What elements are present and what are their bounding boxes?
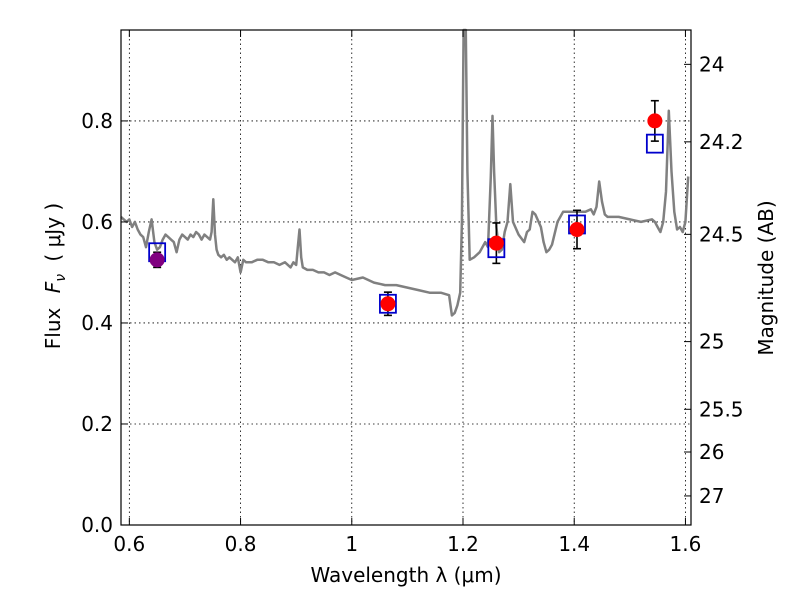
right-axis-tick-label: 24.2 [699,130,744,154]
x-tick-label: 1.4 [558,532,590,556]
observed-flux-point [488,235,504,251]
observed-photometry-markers [149,113,663,312]
observed-flux-point [569,222,585,238]
y-tick-label: 0.4 [81,311,113,335]
x-tick-label: 1.2 [447,532,479,556]
x-tick-label: 1.6 [670,532,702,556]
right-axis-title: Magnitude (AB) [754,200,778,355]
model-flux-square [379,293,397,314]
y-axis-title-prefix: Flux [41,307,65,349]
x-axis-tick-labels: 0.6 0.8 1 1.2 1.4 1.6 [113,532,701,556]
y-tick-label: 0.6 [81,210,113,234]
y-axis-title-variable: F [41,281,65,293]
right-axis-tick-label: 27 [699,484,724,508]
y-tick-label: 0.2 [81,412,113,436]
x-axis-title: Wavelength λ (μm) [310,563,501,587]
observed-flux-point [647,113,663,129]
right-axis-tick-labels: 24 24.2 24.5 25 25.5 26 27 [699,52,744,508]
plot-frame [120,29,692,526]
right-axis-tick-label: 26 [699,440,724,464]
right-axis-tick-label: 24 [699,52,724,76]
y-axis-title: Flux Fν ( μJy ) [41,203,70,349]
error-bars [153,99,659,317]
y-axis-title-unit: ( μJy ) [41,203,65,262]
y-axis-tick-labels: 0.0 0.2 0.4 0.6 0.8 [81,109,113,537]
x-tick-label: 0.8 [225,532,257,556]
observed-flux-point [149,252,165,268]
right-axis-tick-label: 25.5 [699,397,744,421]
x-tick-label: 1 [345,532,358,556]
model-flux-square [645,133,664,154]
x-tick-label: 0.6 [113,532,145,556]
y-axis-title-subscript: ν [53,274,69,282]
model-spectrum-line [120,28,690,317]
model-spectrum [120,28,690,317]
observed-flux-point [380,296,396,312]
right-axis-tick-label: 25 [699,330,724,354]
y-tick-label: 0.0 [81,513,113,537]
y-tick-label: 0.8 [81,109,113,133]
axis-ticks [121,30,691,526]
right-axis-tick-label: 24.5 [699,222,744,246]
